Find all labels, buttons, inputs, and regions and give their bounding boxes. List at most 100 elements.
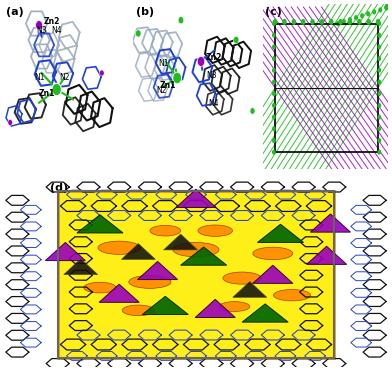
- Circle shape: [377, 45, 381, 49]
- Circle shape: [36, 20, 43, 30]
- Polygon shape: [242, 304, 288, 322]
- Circle shape: [376, 19, 380, 25]
- Circle shape: [329, 19, 334, 25]
- Circle shape: [282, 19, 287, 25]
- Polygon shape: [258, 224, 303, 242]
- Circle shape: [272, 45, 276, 49]
- Circle shape: [367, 19, 371, 25]
- Circle shape: [310, 19, 315, 25]
- Circle shape: [385, 4, 389, 10]
- Circle shape: [385, 4, 389, 10]
- Polygon shape: [122, 244, 155, 259]
- Circle shape: [272, 21, 276, 26]
- Circle shape: [377, 56, 381, 61]
- Circle shape: [336, 21, 340, 26]
- Circle shape: [250, 108, 255, 114]
- Polygon shape: [64, 259, 98, 275]
- Circle shape: [272, 33, 276, 38]
- Circle shape: [377, 126, 381, 131]
- Circle shape: [378, 7, 382, 13]
- Ellipse shape: [98, 241, 140, 255]
- Circle shape: [301, 19, 305, 25]
- Circle shape: [273, 19, 278, 25]
- Circle shape: [377, 103, 381, 108]
- Polygon shape: [253, 265, 293, 283]
- Text: Zn1: Zn1: [160, 81, 176, 90]
- Circle shape: [136, 30, 141, 37]
- Text: N4: N4: [52, 26, 62, 35]
- Text: Zn1: Zn1: [39, 89, 55, 98]
- Circle shape: [52, 83, 62, 96]
- Ellipse shape: [150, 225, 181, 236]
- Circle shape: [233, 36, 239, 44]
- Text: (b): (b): [136, 7, 154, 17]
- FancyBboxPatch shape: [58, 191, 334, 358]
- Ellipse shape: [223, 272, 261, 284]
- Circle shape: [272, 126, 276, 131]
- Circle shape: [377, 68, 381, 73]
- Ellipse shape: [219, 302, 250, 312]
- Ellipse shape: [173, 242, 219, 257]
- Text: N3: N3: [206, 71, 217, 80]
- Circle shape: [173, 72, 181, 84]
- Circle shape: [338, 19, 343, 25]
- Circle shape: [377, 21, 381, 26]
- Circle shape: [348, 19, 352, 25]
- Circle shape: [385, 4, 389, 10]
- Text: N3: N3: [36, 26, 47, 35]
- Polygon shape: [195, 299, 235, 318]
- Polygon shape: [138, 262, 178, 280]
- Ellipse shape: [253, 247, 293, 260]
- Ellipse shape: [274, 289, 310, 301]
- Circle shape: [377, 91, 381, 96]
- Polygon shape: [181, 247, 227, 265]
- Circle shape: [272, 150, 276, 155]
- Ellipse shape: [122, 305, 154, 316]
- Polygon shape: [45, 242, 85, 260]
- Text: N4: N4: [209, 99, 219, 108]
- Circle shape: [348, 17, 352, 22]
- Circle shape: [360, 13, 364, 19]
- Ellipse shape: [198, 225, 232, 236]
- Polygon shape: [77, 215, 123, 233]
- Circle shape: [385, 4, 389, 10]
- Circle shape: [100, 70, 104, 76]
- Polygon shape: [233, 282, 267, 297]
- Ellipse shape: [84, 282, 116, 293]
- Circle shape: [377, 138, 381, 143]
- Polygon shape: [142, 296, 188, 315]
- Circle shape: [377, 79, 381, 85]
- Text: N2: N2: [156, 86, 166, 95]
- Circle shape: [385, 4, 389, 10]
- Text: (c): (c): [265, 7, 282, 17]
- Circle shape: [377, 115, 381, 119]
- Circle shape: [292, 19, 296, 25]
- Circle shape: [342, 19, 346, 24]
- Circle shape: [272, 56, 276, 61]
- Circle shape: [272, 138, 276, 143]
- Circle shape: [372, 9, 376, 14]
- Circle shape: [319, 19, 324, 25]
- Circle shape: [385, 4, 389, 10]
- Polygon shape: [176, 189, 216, 207]
- Text: Zn2: Zn2: [206, 53, 222, 62]
- Circle shape: [197, 56, 205, 66]
- Circle shape: [377, 150, 381, 155]
- Circle shape: [272, 115, 276, 119]
- Circle shape: [385, 4, 389, 10]
- Text: (d): (d): [50, 183, 68, 193]
- Text: N1: N1: [34, 73, 45, 82]
- Circle shape: [384, 5, 388, 11]
- Text: (a): (a): [6, 7, 24, 17]
- Circle shape: [385, 4, 389, 10]
- Text: N1: N1: [158, 59, 169, 68]
- Polygon shape: [99, 284, 139, 302]
- Circle shape: [366, 11, 370, 16]
- Circle shape: [385, 4, 389, 10]
- Circle shape: [377, 33, 381, 38]
- Circle shape: [8, 119, 13, 125]
- Circle shape: [272, 79, 276, 85]
- Text: N2: N2: [59, 73, 70, 82]
- Circle shape: [272, 68, 276, 73]
- Polygon shape: [310, 214, 350, 232]
